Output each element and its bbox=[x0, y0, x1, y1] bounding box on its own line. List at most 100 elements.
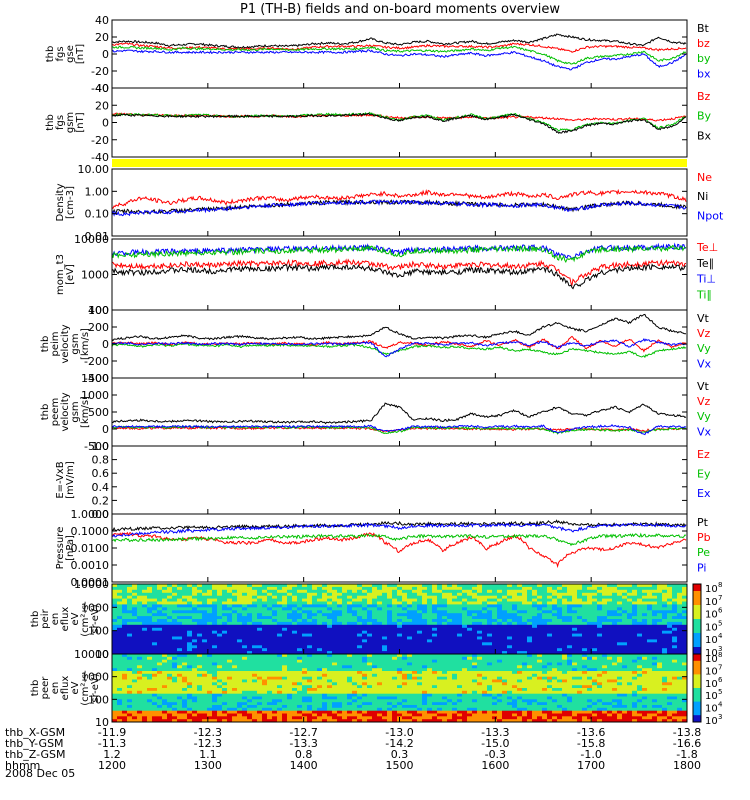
spectrogram-cell bbox=[542, 616, 548, 620]
spectrogram-cell bbox=[197, 610, 203, 614]
spectrogram-cell bbox=[187, 636, 193, 640]
spectrogram-cell bbox=[242, 690, 248, 694]
spectrogram-cell bbox=[297, 673, 303, 677]
spectrogram-cell bbox=[202, 699, 208, 703]
spectrogram-cell bbox=[457, 702, 463, 706]
spectrogram-cell bbox=[247, 685, 253, 689]
spectrogram-cell bbox=[117, 702, 123, 706]
spectrogram-cell bbox=[122, 699, 128, 703]
spectrogram-cell bbox=[167, 682, 173, 686]
spectrogram-cell bbox=[552, 624, 558, 629]
spectrogram-cell bbox=[357, 648, 363, 652]
spectrogram-cell bbox=[407, 604, 413, 608]
spectrogram-cell bbox=[392, 710, 398, 714]
spectrogram-cell bbox=[437, 710, 443, 714]
spectrogram-cell bbox=[432, 636, 438, 640]
spectrogram-cell bbox=[507, 601, 513, 605]
spectrogram-cell bbox=[307, 624, 313, 629]
spectrogram-cell bbox=[517, 710, 523, 714]
spectrogram-cell bbox=[117, 630, 123, 634]
spectrogram-cell bbox=[137, 589, 143, 594]
spectrogram-cell bbox=[242, 607, 248, 611]
spectrogram-cell bbox=[272, 619, 278, 623]
spectrogram-cell bbox=[127, 693, 133, 697]
spectrogram-cell bbox=[237, 702, 243, 706]
spectrogram-cell bbox=[442, 673, 448, 677]
spectrogram-cell bbox=[432, 662, 438, 666]
spectrogram-cell bbox=[237, 633, 243, 637]
spectrogram-cell bbox=[317, 642, 323, 646]
spectrogram-cell bbox=[512, 613, 518, 617]
spectrogram-cell bbox=[322, 610, 328, 614]
spectrogram-cell bbox=[197, 676, 203, 680]
spectrogram-cell bbox=[377, 592, 383, 597]
spectrogram-cell bbox=[417, 676, 423, 680]
spectrogram-cell bbox=[437, 598, 443, 602]
spectrogram-cell bbox=[287, 688, 293, 692]
spectrogram-cell bbox=[362, 696, 368, 700]
spectrogram-cell bbox=[677, 589, 683, 594]
spectrogram-cell bbox=[167, 705, 173, 709]
spectrogram-cell bbox=[232, 673, 238, 677]
spectrogram-cell bbox=[492, 696, 498, 700]
spectrogram-cell bbox=[507, 656, 513, 660]
spectrogram-cell bbox=[497, 719, 503, 723]
spectrogram-cell bbox=[387, 592, 393, 597]
spectrogram-cell bbox=[437, 673, 443, 677]
spectrogram-cell bbox=[167, 651, 173, 655]
spectrogram-cell bbox=[302, 642, 308, 646]
spectrogram-cell bbox=[327, 586, 333, 591]
spectrogram-cell bbox=[242, 699, 248, 703]
spectrogram-cell bbox=[232, 633, 238, 637]
spectrogram-cell bbox=[207, 693, 213, 697]
spectrogram-cell bbox=[162, 719, 168, 723]
spectrogram-cell bbox=[347, 584, 353, 588]
spectrogram-cell bbox=[217, 610, 223, 614]
spectrogram-cell bbox=[397, 705, 403, 709]
spectrogram-cell bbox=[457, 636, 463, 640]
spectrogram-cell bbox=[672, 642, 678, 646]
spectrogram-cell bbox=[482, 595, 488, 599]
spectrogram-cell bbox=[462, 630, 468, 634]
spectrogram-cell bbox=[637, 601, 643, 605]
spectrogram-cell bbox=[392, 651, 398, 655]
y-axis-label-line: eflux bbox=[60, 607, 71, 632]
spectrogram-cell bbox=[267, 707, 273, 711]
spectrogram-cell bbox=[142, 595, 148, 599]
spectrogram-cell bbox=[672, 639, 678, 643]
spectrogram-cell bbox=[457, 616, 463, 620]
spectrogram-cell bbox=[172, 601, 178, 605]
spectrogram-cell bbox=[507, 671, 513, 675]
spectrogram-cell bbox=[287, 621, 293, 626]
spectrogram-cell bbox=[262, 619, 268, 623]
spectrogram-cell bbox=[172, 713, 178, 717]
spectrogram-cell bbox=[332, 610, 338, 614]
spectrogram-cell bbox=[677, 601, 683, 605]
spectrogram-cell bbox=[487, 601, 493, 605]
spectrogram-cell bbox=[237, 707, 243, 711]
spectrogram-cell bbox=[652, 651, 658, 655]
spectrogram-cell bbox=[212, 621, 218, 626]
spectrogram-cell bbox=[227, 619, 233, 623]
spectrogram-cell bbox=[322, 665, 328, 669]
spectrogram-cell bbox=[287, 696, 293, 700]
spectrogram-cell bbox=[407, 589, 413, 594]
spectrogram-cell bbox=[197, 710, 203, 714]
spectrogram-cell bbox=[237, 604, 243, 608]
spectrogram-cell bbox=[572, 613, 578, 617]
spectrogram-cell bbox=[617, 648, 623, 652]
spectrogram-cell bbox=[407, 586, 413, 591]
spectrogram-cell bbox=[312, 654, 318, 658]
spectrogram-cell bbox=[382, 604, 388, 608]
spectrogram-cell bbox=[512, 584, 518, 588]
spectrogram-cell bbox=[287, 648, 293, 652]
spectrogram-cell bbox=[577, 584, 583, 588]
spectrogram-cell bbox=[392, 607, 398, 611]
spectrogram-cell bbox=[282, 613, 288, 617]
spectrogram-cell bbox=[307, 665, 313, 669]
spectrogram-cell bbox=[537, 642, 543, 646]
spectrogram-cell bbox=[242, 716, 248, 720]
spectrogram-cell bbox=[677, 633, 683, 637]
spectrogram-cell bbox=[167, 636, 173, 640]
spectrogram-cell bbox=[317, 627, 323, 632]
